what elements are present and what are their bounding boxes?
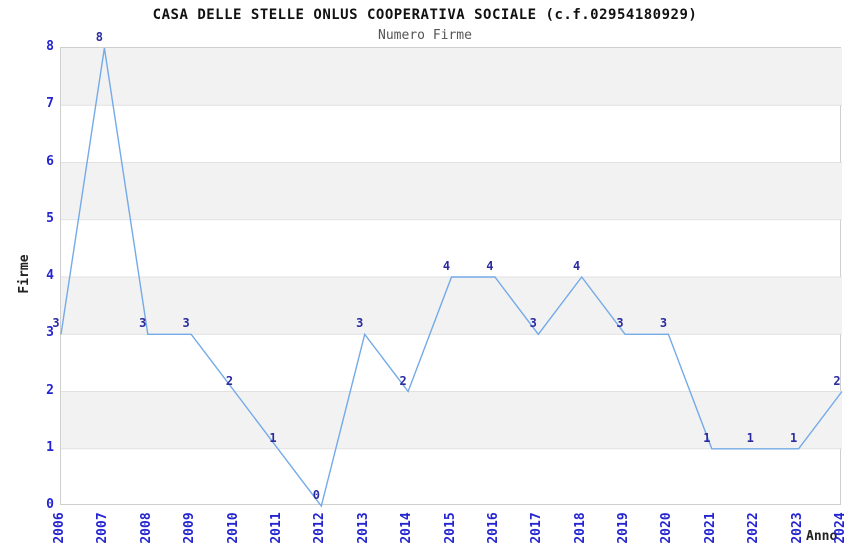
x-axis-title: Anno [806,529,838,544]
y-tick-label: 0 [46,497,54,512]
x-tick-label: 2012 [312,512,328,544]
x-tick-label: 2008 [138,512,154,544]
grid-band [61,391,842,449]
x-tick-label: 2018 [572,512,588,544]
data-point-label: 3 [529,316,537,331]
data-point-label: 2 [833,373,841,388]
x-tick-label: 2011 [268,512,284,544]
x-tick-label: 2010 [225,512,241,544]
data-point-label: 2 [399,373,407,388]
plot-area [60,47,843,508]
data-point-label: 1 [269,430,277,445]
x-tick-label: 2021 [702,512,718,544]
chart-subtitle: Numero Firme [378,28,472,43]
y-tick-label: 3 [46,325,54,341]
x-tick-label: 2019 [616,512,632,544]
x-tick-label: 2013 [355,512,371,544]
data-point-label: 3 [659,316,668,331]
x-tick-label: 2017 [529,512,545,544]
data-point-label: 4 [573,259,581,273]
grid-band [61,48,842,106]
y-tick-label: 5 [46,210,54,226]
x-tick-label: 2009 [182,512,198,544]
data-point-label: 1 [746,430,754,445]
data-point-label: 4 [486,259,494,273]
data-point-label: 3 [356,316,364,331]
x-tick-label: 2007 [95,512,111,544]
x-tick-label: 2015 [442,512,458,544]
data-point-label: 3 [616,316,624,331]
data-point-label: 2 [225,373,234,388]
data-point-label: 0 [312,488,320,502]
y-tick-label: 7 [46,96,54,112]
y-tick-label: 4 [46,268,54,283]
x-tick-label: 2014 [399,512,415,544]
x-tick-label: 2016 [485,512,501,544]
data-line [60,47,843,508]
x-tick-label: 2024 [833,512,848,544]
data-point-label: 1 [703,430,711,445]
x-tick-label: 2022 [746,512,762,544]
grid-band [61,277,842,335]
y-tick-label: 8 [46,39,54,54]
data-point-label: 3 [139,316,147,331]
y-tick-label: 2 [46,382,54,398]
y-tick-label: 6 [46,153,54,169]
data-point-label: 4 [442,259,451,273]
x-tick-label: 2023 [789,512,805,544]
x-tick-label: 2006 [52,512,67,544]
data-point-label: 3 [182,316,190,331]
chart-title: CASA DELLE STELLE ONLUS COOPERATIVA SOCI… [152,7,698,23]
data-point-label: 8 [95,30,103,44]
data-point-label: 1 [789,430,798,445]
x-tick-label: 2020 [659,512,675,544]
grid-band [61,162,842,220]
data-point-label: 3 [52,316,60,331]
y-tick-label: 1 [46,439,54,455]
